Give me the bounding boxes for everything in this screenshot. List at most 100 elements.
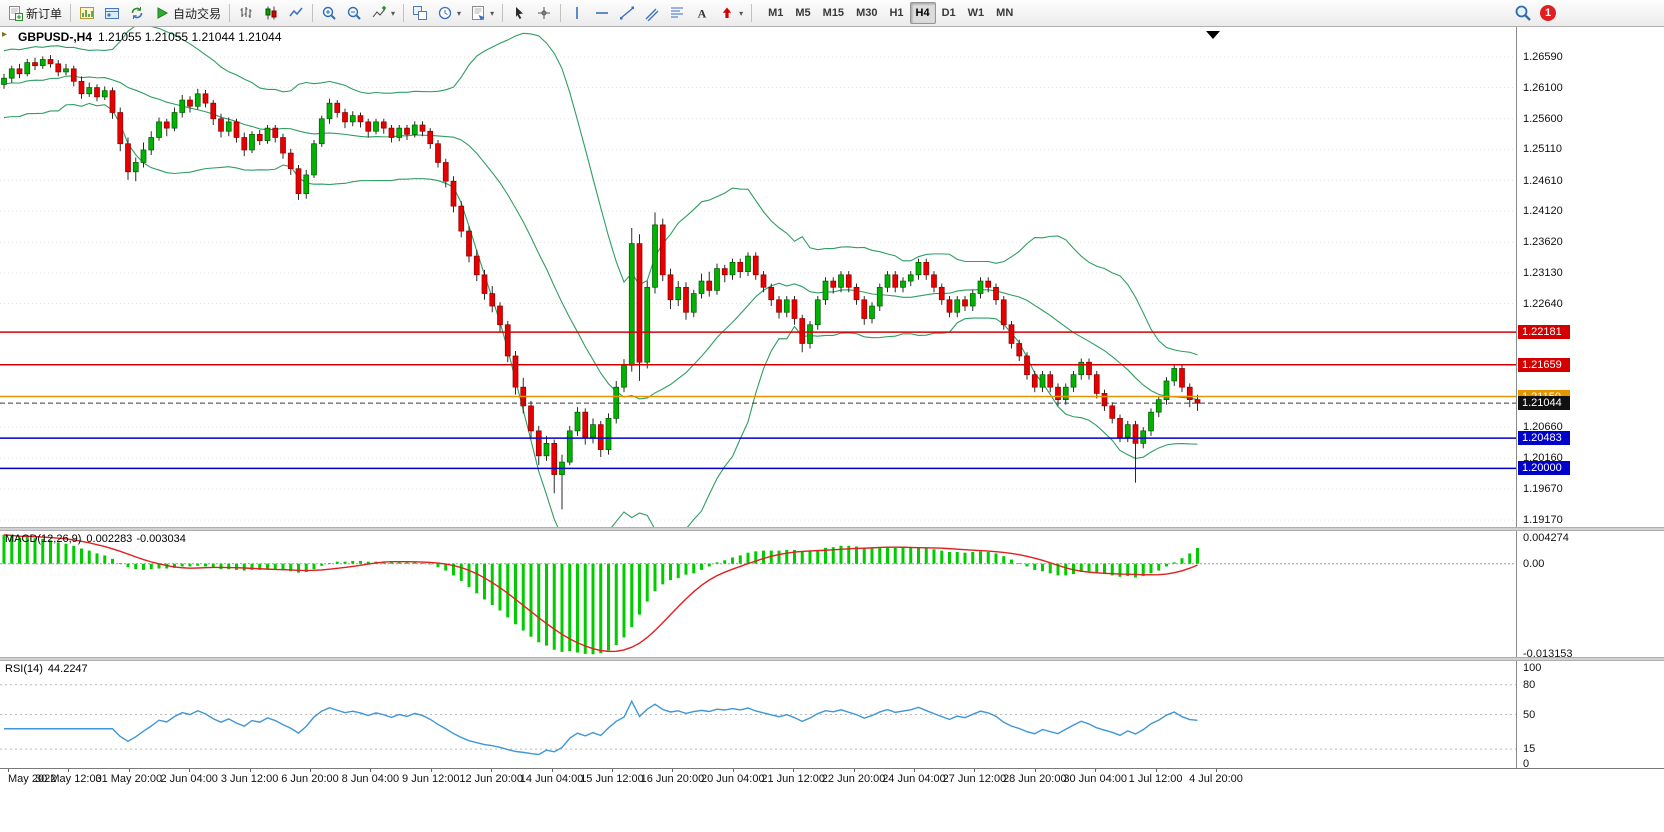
price-scale-label[interactable]: 1.24610 — [1523, 174, 1563, 187]
bar-chart-button[interactable] — [234, 1, 258, 25]
time-axis-label[interactable]: 30 Jun 04:00 — [1063, 773, 1127, 785]
autotrading-button[interactable]: 自动交易 — [150, 1, 225, 25]
crosshair-icon — [538, 7, 551, 19]
time-axis-label[interactable]: 15 Jun 12:00 — [580, 773, 644, 785]
price-scale-label[interactable]: 1.24120 — [1523, 205, 1563, 218]
timeframe-w1[interactable]: W1 — [967, 7, 985, 19]
panel-divider[interactable] — [0, 657, 1664, 661]
price-scale-label[interactable]: 1.26590 — [1523, 50, 1563, 63]
zoom-in-button[interactable] — [317, 1, 341, 25]
time-axis-label[interactable]: 27 Jun 12:00 — [942, 773, 1007, 785]
ohlc-values: 1.21055 1.21055 1.21044 1.21044 — [98, 30, 282, 44]
time-axis-label[interactable]: 20 Jun 04:00 — [700, 773, 765, 785]
time-axis-label[interactable]: 3 Jun 12:00 — [220, 773, 279, 785]
rsi-name: RSI(14) — [5, 663, 43, 675]
time-axis-label[interactable]: 30 May 12:00 — [35, 773, 102, 785]
equidistant-channel-button[interactable] — [640, 1, 664, 25]
price-scale-label[interactable]: 1.19170 — [1523, 514, 1563, 527]
time-axis-label[interactable]: 24 Jun 04:00 — [882, 773, 946, 785]
time-axis-label[interactable]: 8 Jun 04:00 — [341, 773, 400, 785]
price-badge: 1.21659 — [1518, 357, 1570, 372]
time-axis-label[interactable]: 2 Jun 04:00 — [160, 773, 218, 785]
time-axis-tick — [1155, 769, 1157, 772]
time-axis-label[interactable]: 28 Jun 20:00 — [1002, 773, 1067, 785]
indicator-add-button[interactable]: ▾ — [367, 1, 399, 25]
rsi-scale-label[interactable]: 100 — [1523, 662, 1542, 674]
time-axis[interactable]: May 2022 30 May 12:00 31 May 20:00 2 Jun 04… — [0, 768, 1664, 787]
fibonacci-button[interactable] — [665, 1, 689, 25]
candlestick-chart-button[interactable] — [259, 1, 283, 25]
time-axis-label[interactable]: 22 Jun 20:00 — [821, 773, 886, 785]
time-axis-label[interactable]: 9 Jun 12:00 — [402, 773, 460, 785]
time-axis-label[interactable]: 21 Jun 12:00 — [761, 773, 825, 785]
profiles-button[interactable] — [100, 1, 124, 25]
price-scale-label[interactable]: 1.19670 — [1523, 482, 1563, 495]
line-chart-button[interactable] — [284, 1, 308, 25]
periods-button[interactable]: ▾ — [433, 1, 465, 25]
timeframe-mn[interactable]: MN — [996, 7, 1014, 19]
timeframe-m30[interactable]: M30 — [856, 7, 878, 19]
time-axis-tick — [189, 769, 191, 772]
price-scale-label[interactable]: 1.23130 — [1523, 266, 1563, 279]
timeframe-m5[interactable]: M5 — [795, 7, 811, 19]
price-scale-label[interactable]: 1.26100 — [1523, 81, 1563, 94]
rsi-canvas[interactable] — [0, 661, 1516, 768]
trendline-button[interactable] — [615, 1, 639, 25]
time-axis-label[interactable]: 14 Jun 04:00 — [519, 773, 584, 785]
cursor-button[interactable] — [507, 1, 531, 25]
time-axis-label[interactable]: 4 Jul 20:00 — [1189, 773, 1243, 785]
time-axis-label[interactable]: May 2022 — [8, 773, 57, 785]
refresh-button[interactable] — [125, 1, 149, 25]
chart-shift-marker[interactable] — [1206, 31, 1220, 39]
price-scale-label[interactable]: 1.20660 — [1523, 421, 1563, 434]
macd-scale-label[interactable]: -0.013153 — [1523, 648, 1573, 661]
time-axis-tick — [612, 769, 613, 772]
rsi-scale-label[interactable]: 50 — [1523, 708, 1536, 721]
price-scale-label[interactable]: 1.23620 — [1523, 236, 1563, 249]
tile-windows-button[interactable] — [408, 1, 432, 25]
macd-scale[interactable]: 0.004274 0.00 -0.013153 — [1516, 531, 1664, 660]
search-icon[interactable] — [1514, 4, 1532, 22]
time-axis-label[interactable]: 16 Jun 20:00 — [640, 773, 705, 785]
price-scale-label[interactable]: 1.22640 — [1523, 297, 1563, 310]
rsi-scale-label[interactable]: 0 — [1523, 758, 1530, 770]
text-label-button[interactable]: A — [690, 1, 714, 25]
horizontal-line-button[interactable] — [590, 1, 614, 25]
timeframe-h4[interactable]: H4 — [909, 2, 936, 24]
dropdown-caret: ▾ — [391, 8, 396, 18]
time-axis-label[interactable]: 31 May 20:00 — [95, 773, 163, 785]
macd-scale-label[interactable]: 0.00 — [1523, 557, 1545, 570]
one-click-trading-toggle[interactable]: ▸ — [2, 29, 8, 40]
autotrading-play-icon — [157, 7, 169, 19]
notification-badge[interactable]: 1 — [1540, 5, 1556, 21]
templates-button[interactable]: ▾ — [466, 1, 498, 25]
rsi-scale-label[interactable]: 15 — [1523, 743, 1536, 756]
price-scale[interactable]: 1.26590 1.26100 1.25600 1.25110 1.24610 1.241… — [1516, 27, 1664, 527]
timeframe-m1[interactable]: M1 — [768, 7, 784, 19]
macd-canvas[interactable] — [0, 531, 1516, 657]
price-scale-label[interactable]: 1.25600 — [1523, 112, 1563, 125]
rsi-scale[interactable]: 100 80 50 15 0 — [1516, 661, 1664, 770]
new-chart-button[interactable] — [75, 1, 99, 25]
macd-scale-label[interactable]: 0.004274 — [1523, 532, 1569, 544]
price-chart-canvas[interactable] — [0, 27, 1516, 527]
zoom-out-icon — [347, 6, 361, 20]
timeframe-m15[interactable]: M15 — [822, 7, 845, 19]
time-axis-label[interactable]: 6 Jun 20:00 — [281, 773, 339, 785]
time-axis-tick — [310, 769, 311, 772]
main-toolbar: 新订单 自动交易 ▾ ▾ ▾ — [0, 0, 1664, 27]
zoom-out-button[interactable] — [342, 1, 366, 25]
price-scale-label[interactable]: 1.25110 — [1523, 143, 1562, 156]
macd-signal-value: -0.003034 — [136, 533, 186, 545]
arrow-tool-button[interactable]: ▾ — [715, 1, 747, 25]
timeframe-h1[interactable]: H1 — [889, 7, 904, 19]
dropdown-caret: ▾ — [739, 8, 744, 18]
time-axis-label[interactable]: 12 Jun 20:00 — [459, 773, 523, 785]
new-order-button[interactable]: 新订单 — [3, 1, 66, 25]
vertical-line-button[interactable] — [565, 1, 589, 25]
crosshair-button[interactable] — [532, 1, 556, 25]
timeframe-d1[interactable]: D1 — [941, 7, 956, 19]
rsi-scale-label[interactable]: 80 — [1523, 678, 1536, 691]
panel-divider[interactable] — [0, 527, 1664, 531]
time-axis-label[interactable]: 1 Jul 12:00 — [1128, 773, 1183, 785]
